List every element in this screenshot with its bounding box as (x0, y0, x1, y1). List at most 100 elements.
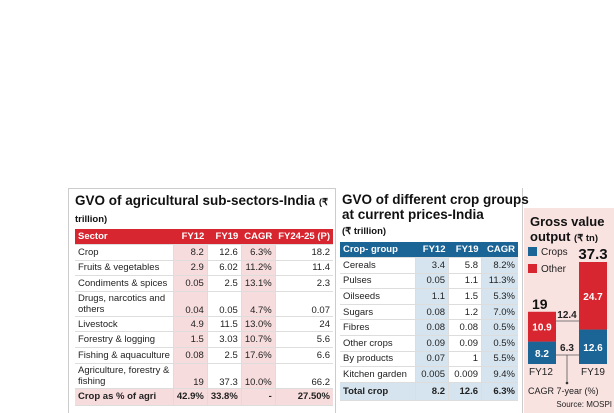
table-cell: Oilseeds (340, 288, 417, 305)
column-header: FY19 (207, 229, 242, 245)
table-cell: 17.6% (241, 347, 276, 364)
table-cell: Condiments & spices (75, 275, 174, 292)
table-cell: 0.005 (415, 366, 450, 383)
column-header: FY12 (415, 242, 449, 258)
table-row: Sugars 0.08 1.2 7.0% (340, 304, 518, 321)
legend-label: Crops (541, 247, 568, 258)
table-cell: 2.5 (207, 275, 242, 292)
table-cell: Pulses (340, 273, 417, 290)
table-cell: 0.09 (448, 335, 483, 352)
bar-total-label: 19 (532, 296, 548, 312)
table-cell: 11.5 (207, 316, 242, 333)
table-cell: Total crop (340, 382, 417, 401)
table-cell: Fibres (340, 319, 417, 336)
table-cell: 6.3% (241, 244, 276, 261)
table-cell: 0.05 (173, 275, 208, 292)
table-cell: 1.2 (448, 304, 483, 321)
table-cell: 2.3 (275, 275, 333, 292)
subsectors-table: Sector FY12 FY19 CAGR FY24-25 (P) Crop 8.2 12.6… (75, 229, 333, 406)
table-cell: 1.5 (173, 331, 208, 348)
table-cell: 7.0% (481, 304, 518, 321)
table-row: Crop 8.2 12.6 6.3% 18.2 (75, 244, 333, 261)
table-cell: 8.2% (481, 257, 518, 274)
table-cell: 1.5 (448, 288, 483, 305)
table-row: Fruits & vegetables 2.9 6.02 11.2% 11.4 (75, 260, 333, 277)
table-cell: 12.6 (448, 382, 483, 401)
table-cell: 0.09 (415, 335, 450, 352)
table-cell: 0.05 (415, 273, 450, 290)
table-cell: 8.2 (173, 244, 208, 261)
table-cell: 0.08 (448, 319, 483, 336)
table-cell: Forestry & logging (75, 331, 174, 348)
table-cell: 13.0% (241, 316, 276, 333)
table-cell: 3.03 (207, 331, 242, 348)
table-cell: Other crops (340, 335, 417, 352)
cagr-pointer-dot (565, 381, 569, 385)
table-cell: Cereals (340, 257, 417, 274)
column-header: Sector (75, 229, 174, 245)
crop-groups-panel: GVO of different crop groups at current … (337, 188, 529, 413)
chart-title: Gross value output (₹ tn) (530, 214, 605, 244)
total-row: Crop as % of agri 42.9% 33.8% -27.50% (75, 388, 333, 406)
bar-other (528, 311, 556, 342)
table-cell: Fruits & vegetables (75, 260, 174, 277)
table-cell: 6.3% (481, 382, 518, 401)
table-cell: 4.7% (241, 291, 276, 317)
chart-unit: output (₹ tn) (530, 229, 599, 244)
table-row: Forestry & logging 1.5 3.03 10.7% 5.6 (75, 331, 333, 348)
table-cell: 0.04 (173, 291, 208, 317)
table-cell: 10.7% (241, 331, 276, 348)
table-row: Pulses 0.05 1.1 11.3% (340, 273, 518, 290)
table-row: Other crops 0.09 0.09 0.5% (340, 335, 518, 352)
table-cell: 6.02 (207, 260, 242, 277)
column-header: FY24-25 (P) (275, 229, 333, 245)
table-row: Condiments & spices 0.05 2.5 13.1% 2.3 (75, 275, 333, 292)
table-cell: By products (340, 351, 417, 368)
table2-title-line1: GVO of different crop groups (342, 192, 529, 207)
table-cell: 33.8% (207, 388, 242, 406)
table2-title-line2: at current prices-India (342, 207, 484, 222)
bar-label-crops: 8.2 (535, 349, 549, 360)
table-cell: Fishing & aquaculture (75, 347, 174, 364)
table-cell: 0.08 (173, 347, 208, 364)
bar-label-other: 10.9 (532, 323, 552, 334)
table-cell: 8.2 (415, 382, 450, 401)
table-cell: Crop (75, 244, 174, 261)
bar-crops (528, 341, 556, 364)
x-tick-label: FY12 (529, 367, 553, 378)
table-cell: - (241, 388, 276, 406)
table-cell: 13.1% (241, 275, 276, 292)
cagr-caption: CAGR 7-year (%) (528, 386, 599, 396)
table-row: Drugs, narcotics and others 0.04 0.05 4.7% 0… (75, 291, 333, 317)
bar-label-crops: 12.6 (583, 343, 603, 354)
table-cell: 11.4 (275, 260, 333, 277)
table-cell: 11.3% (481, 273, 518, 290)
table-cell: 1 (448, 351, 483, 368)
table-row: Fibres 0.08 0.08 0.5% (340, 319, 518, 336)
bar-total-label: 37.3 (578, 246, 607, 263)
table-cell: 5.8 (448, 257, 483, 274)
crop-groups-table: Crop- group FY12 FY19 CAGR Cereals 3.4 5.8 8.2%… (340, 242, 518, 401)
table-row: Cereals 3.4 5.8 8.2% (340, 257, 518, 274)
column-header: FY12 (173, 229, 208, 245)
table-cell: 5.5% (481, 351, 518, 368)
gvo-chart-panel: Gross value output (₹ tn) Crops Other 8.2 10… (524, 208, 614, 413)
table-cell: 12.6 (207, 244, 242, 261)
table-cell: 2.5 (207, 347, 242, 364)
table-cell: 10.0% (241, 363, 276, 389)
subsectors-panel: GVO of agricultural sub-sectors-India (₹… (68, 188, 336, 413)
table-cell: 3.4 (415, 257, 450, 274)
table-cell: Drugs, narcotics and others (75, 291, 174, 317)
table-row: Oilseeds 1.1 1.5 5.3% (340, 288, 518, 305)
table-cell: 0.07 (415, 351, 450, 368)
table-cell: 11.2% (241, 260, 276, 277)
cagr-other-label: 12.4 (557, 310, 577, 321)
table-row: Livestock 4.9 11.5 13.0% 24 (75, 316, 333, 333)
table-cell: 0.5% (481, 335, 518, 352)
table-cell: Sugars (340, 304, 417, 321)
table-cell: 4.9 (173, 316, 208, 333)
table-cell: 2.9 (173, 260, 208, 277)
table-cell: 9.4% (481, 366, 518, 383)
table-cell: 0.07 (275, 291, 333, 317)
table-cell: 6.6 (275, 347, 333, 364)
